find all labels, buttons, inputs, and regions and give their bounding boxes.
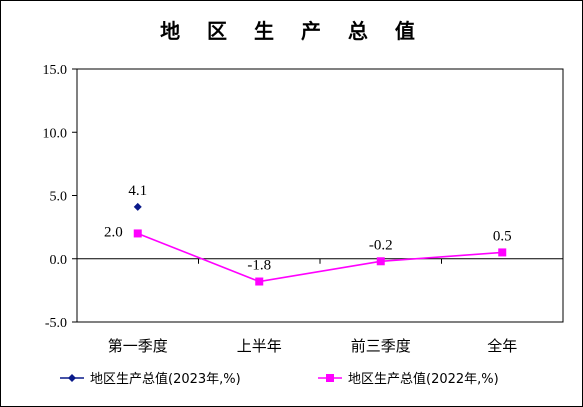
data-label: 0.5 — [493, 228, 512, 244]
data-label: -0.2 — [369, 237, 393, 253]
y-tick-label: 0.0 — [50, 253, 68, 268]
data-label: 2.0 — [104, 224, 123, 240]
chart-title: 地 区 生 产 总 值 — [160, 19, 425, 43]
x-category-label: 全年 — [487, 337, 517, 355]
series-0-point — [133, 202, 142, 211]
y-tick-label: 10.0 — [43, 126, 68, 141]
legend-marker-0 — [68, 374, 76, 382]
x-category-label: 第一季度 — [108, 337, 168, 355]
y-tick-label: 5.0 — [50, 190, 68, 205]
legend-marker-1 — [326, 374, 334, 382]
data-label: -1.8 — [247, 258, 271, 274]
series-1-point — [255, 277, 264, 286]
series-1-point — [498, 248, 507, 257]
data-label: 4.1 — [128, 183, 147, 199]
series-1-point — [133, 229, 142, 238]
legend-label-0: 地区生产总值(2023年,%) — [90, 371, 241, 387]
legend-label-1: 地区生产总值(2022年,%) — [348, 371, 499, 387]
x-category-label: 前三季度 — [351, 337, 411, 355]
x-category-label: 上半年 — [237, 337, 282, 355]
plot-area — [76, 68, 564, 323]
y-tick-label: 15.0 — [43, 63, 68, 78]
series-line-1 — [137, 232, 503, 283]
series-1-point — [376, 257, 385, 266]
y-tick-label: -5.0 — [45, 316, 67, 331]
